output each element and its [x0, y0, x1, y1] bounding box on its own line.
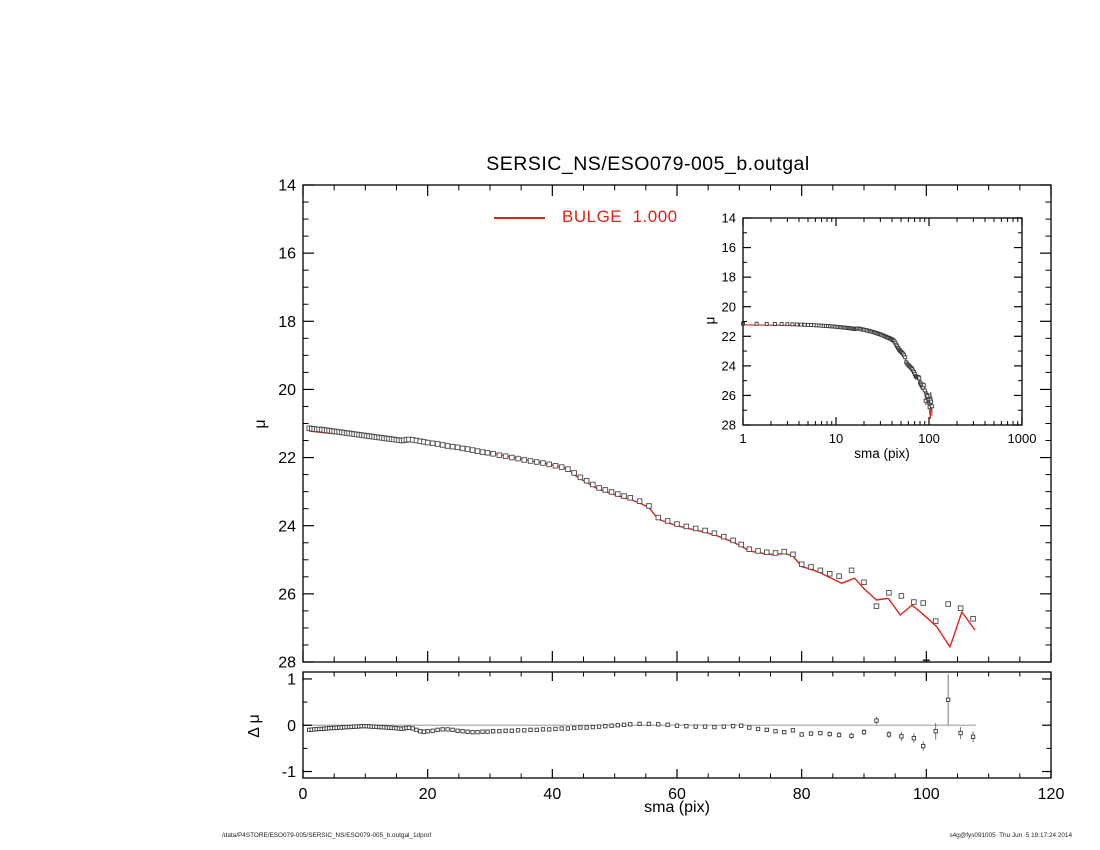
svg-text:20: 20 [419, 786, 437, 803]
svg-text:24: 24 [722, 358, 736, 373]
svg-text:120: 120 [1038, 786, 1065, 803]
svg-text:26: 26 [722, 388, 736, 403]
svg-text:28: 28 [278, 655, 296, 672]
svg-text:20: 20 [722, 299, 736, 314]
footer-timestamp: s4g@fys091005 Thu Jun 5 19:17:24 2014 [949, 832, 1072, 839]
svg-text:0: 0 [299, 786, 308, 803]
inset-y-axis-label: μ [702, 316, 718, 325]
svg-text:16: 16 [278, 246, 296, 263]
main-profile-series-data [306, 425, 976, 624]
svg-text:14: 14 [722, 211, 736, 226]
residual-axes: 0 20 40 60 80 100 120-101 [282, 671, 1065, 803]
footer-file-path: /data/P4STORE/ESO079-005/SERSIC_NS/ESO07… [222, 832, 432, 839]
main-y-axis-label: μ [252, 419, 269, 429]
svg-text:1000: 1000 [1008, 431, 1037, 446]
svg-text:24: 24 [278, 518, 296, 535]
inset-log-profile-series-data [741, 321, 934, 416]
svg-text:20: 20 [278, 382, 296, 399]
main-profile-series-model-BULGE-1.000 [309, 430, 976, 648]
svg-text:80: 80 [793, 786, 811, 803]
residual-plot: 0 20 40 60 80 100 120-101 [282, 671, 1065, 803]
svg-text:60: 60 [668, 786, 686, 803]
residual-x-axis-label: sma (pix) [644, 799, 710, 816]
residual-y-axis-label: Δ μ [246, 714, 263, 738]
svg-text:40: 40 [543, 786, 561, 803]
svg-text:16: 16 [722, 240, 736, 255]
svg-text:0: 0 [287, 718, 296, 735]
svg-text:10: 10 [829, 431, 843, 446]
main-profile-axes: 14 16 18 20 22 24 26 28 [278, 178, 1052, 672]
svg-text:100: 100 [913, 786, 940, 803]
inset-log-profile-series-model-BULGE-1.000 [742, 324, 933, 420]
svg-text:26: 26 [278, 586, 296, 603]
inset-log-profile-plot: 1 10 100 1000 14 16 18 20 22 24 26 28 [722, 211, 1037, 446]
figure-title: SERSIC_NS/ESO079-005_b.outgal [486, 153, 810, 175]
svg-text:28: 28 [722, 418, 736, 433]
main-profile-plot: 14 16 18 20 22 24 26 28 [278, 178, 1052, 672]
legend-line-sample [494, 217, 545, 219]
svg-text:18: 18 [278, 314, 296, 331]
svg-text:14: 14 [278, 178, 296, 195]
svg-text:22: 22 [722, 329, 736, 344]
svg-text:1: 1 [287, 672, 296, 689]
svg-text:1: 1 [739, 431, 746, 446]
inset-log-profile-axes: 1 10 100 1000 14 16 18 20 22 24 26 28 [722, 211, 1037, 446]
svg-text:22: 22 [278, 450, 296, 467]
inset-x-axis-label: sma (pix) [854, 446, 910, 461]
svg-text:18: 18 [722, 270, 736, 285]
residual-series-residuals [307, 674, 976, 751]
svg-text:-1: -1 [282, 764, 296, 781]
svg-text:100: 100 [918, 431, 940, 446]
legend-label: BULGE 1.000 [562, 207, 678, 226]
